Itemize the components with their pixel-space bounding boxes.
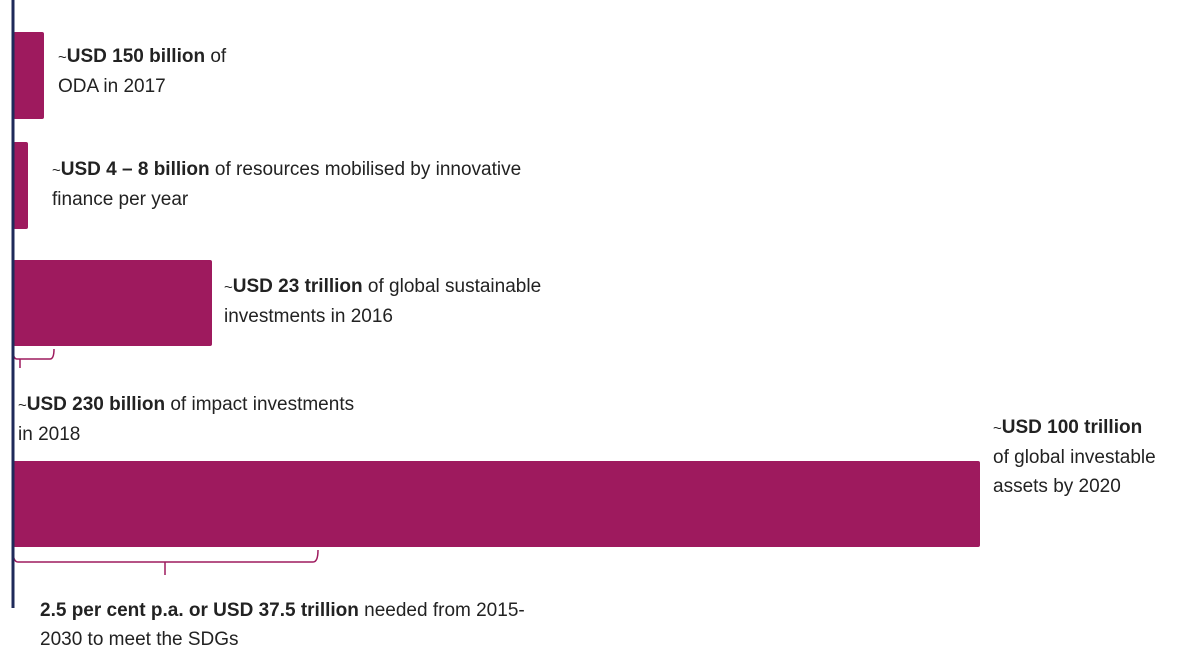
bar [13,461,980,547]
label-bold: USD 4 – 8 billion [60,159,210,180]
label-text: needed from 2015-2030 to meet the SDGs [40,600,525,650]
label: ~USD 230 billion of impact investments i… [18,390,358,449]
label-bold: USD 150 billion [66,46,206,67]
label-text: of global investable assets by 2020 [993,447,1156,497]
footnote: 2.5 per cent p.a. or USD 37.5 trillion n… [40,596,560,654]
label-bold: USD 100 trillion [1001,417,1143,438]
label-bold: 2.5 per cent p.a. or USD 37.5 trillion [40,600,359,621]
prefix: ~ [52,162,61,179]
prefix: ~ [18,397,27,414]
label: ~USD 23 trillion of global sustainable i… [224,272,574,331]
label: ~USD 150 billion of ODA in 2017 [58,42,258,101]
prefix: ~ [993,420,1002,437]
label-text: of impact investments in 2018 [18,394,355,445]
label: ~USD 100 trillion of global investable a… [993,413,1163,501]
label-bold: USD 230 billion [26,394,166,415]
label-text: of ODA in 2017 [58,46,227,97]
label-text: of global sustainable investments in 201… [224,276,542,327]
label-bold: USD 23 trillion [232,276,363,297]
label-text: of resources mobilised by innovative fin… [52,159,522,210]
bar [13,32,44,119]
bar [13,260,212,346]
label: ~USD 4 – 8 billion of resources mobilise… [52,155,532,214]
bracket [12,348,55,368]
prefix: ~ [58,49,67,66]
bracket [12,549,319,575]
bar [13,142,28,229]
prefix: ~ [224,279,233,296]
